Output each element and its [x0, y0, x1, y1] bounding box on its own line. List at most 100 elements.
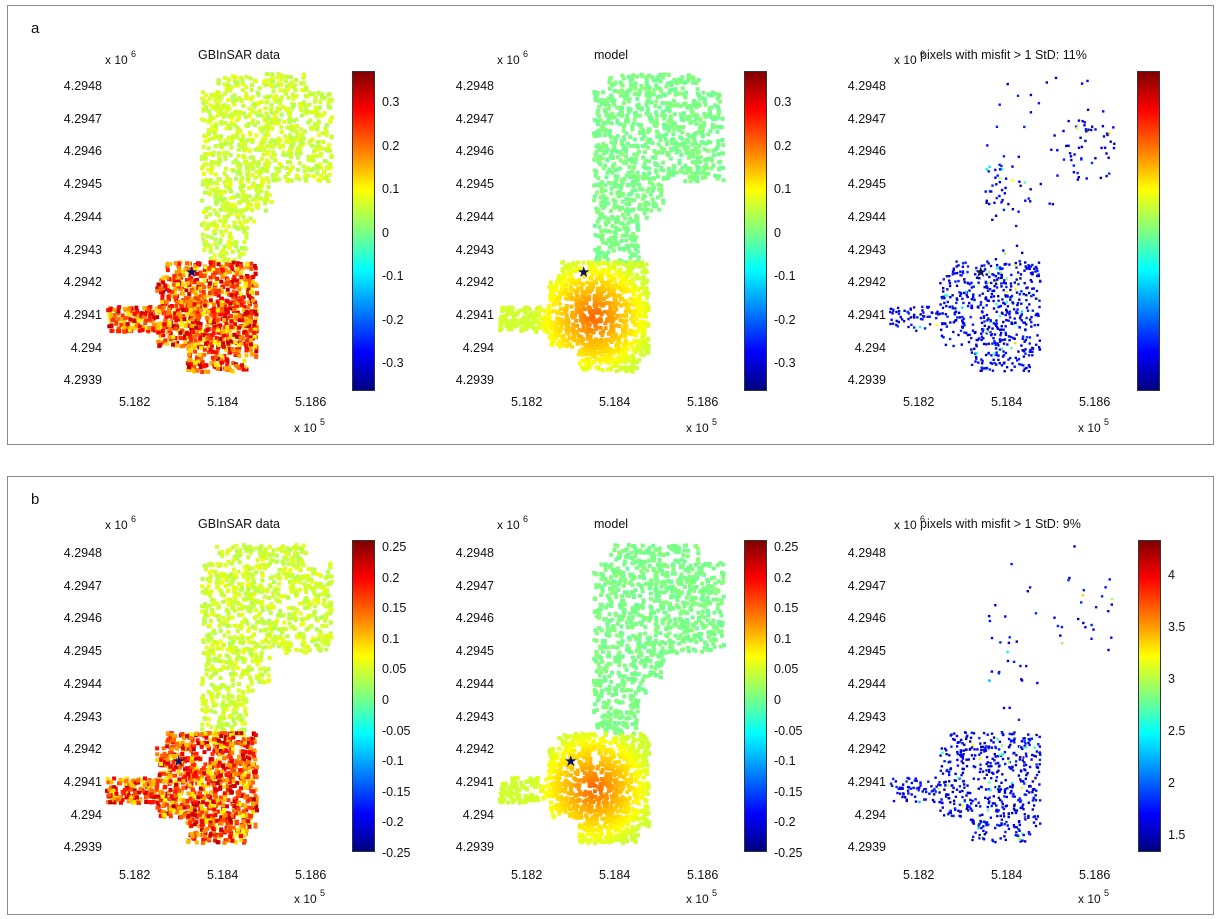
y-tick-label: 4.2948 [455, 79, 494, 93]
map-point [267, 193, 272, 197]
map-point [575, 341, 580, 346]
map-point [1056, 149, 1059, 152]
map-point [292, 83, 297, 88]
map-point [642, 211, 647, 216]
map-point [620, 83, 625, 88]
map-point [279, 73, 284, 78]
map-point [250, 120, 255, 125]
map-point [633, 253, 637, 257]
map-point [612, 168, 617, 173]
map-point [609, 98, 614, 103]
map-point [990, 362, 994, 365]
map-point [599, 275, 604, 279]
map-point [514, 318, 519, 323]
map-point [634, 316, 639, 321]
map-point [215, 308, 220, 313]
map-point [1067, 144, 1070, 147]
map-point [593, 173, 598, 178]
map-point [627, 249, 632, 254]
map-point [994, 347, 998, 350]
map-point [564, 327, 569, 332]
map-point [945, 325, 949, 328]
map-point [983, 264, 986, 267]
map-point [1004, 186, 1007, 190]
map-point [685, 166, 690, 171]
map-point [229, 280, 234, 285]
map-point [179, 287, 184, 292]
map-point [203, 270, 208, 275]
map-point [921, 305, 924, 308]
map-point [213, 192, 218, 197]
map-point [204, 315, 209, 320]
map-point [633, 82, 638, 87]
map-point [659, 165, 664, 170]
map-point [214, 227, 219, 231]
map-point [674, 170, 679, 175]
map-point [200, 361, 205, 366]
map-point [618, 158, 623, 163]
map-point [667, 166, 671, 171]
map-point [297, 177, 302, 182]
map-point [550, 326, 555, 331]
map-point [653, 104, 658, 108]
map-point [226, 280, 231, 285]
map-point [602, 357, 606, 362]
map-point [1083, 124, 1086, 127]
map-point [695, 101, 700, 106]
map-point [1036, 297, 1039, 300]
map-point [142, 306, 147, 310]
map-point [1009, 296, 1012, 299]
map-point [209, 181, 214, 186]
map-point [994, 280, 998, 283]
map-point [216, 293, 221, 298]
y-tick-label: 4.2942 [847, 275, 886, 290]
map-point [631, 363, 636, 368]
map-point [607, 293, 612, 298]
map-point [224, 111, 228, 115]
map-point [310, 137, 315, 142]
map-point [618, 149, 623, 154]
map-point [278, 145, 283, 150]
map-point [205, 324, 210, 329]
map-point [318, 146, 323, 151]
map-point [603, 228, 608, 233]
map-point [968, 283, 972, 286]
map-point [576, 333, 581, 338]
map-point [232, 78, 237, 83]
map-point [719, 125, 724, 130]
map-point [317, 112, 321, 117]
map-point [212, 92, 216, 97]
map-point [202, 210, 206, 215]
map-point [612, 102, 617, 107]
map-point [200, 198, 205, 203]
map-point [499, 315, 504, 319]
map-point [650, 155, 655, 160]
map-point [248, 302, 252, 307]
map-point [235, 334, 240, 339]
map-point [188, 310, 193, 315]
map-point [295, 155, 300, 160]
map-point [1003, 370, 1006, 373]
map-point [160, 297, 165, 302]
map-point [241, 189, 246, 194]
map-point [266, 151, 270, 156]
map-point [662, 126, 667, 131]
map-point [1011, 208, 1015, 211]
map-point [990, 293, 994, 296]
map-point [320, 92, 324, 97]
map-point [244, 321, 249, 326]
map-point [896, 306, 900, 310]
map-point [630, 160, 635, 165]
map-point [696, 130, 701, 135]
map-point [907, 312, 911, 315]
map-point [580, 358, 585, 363]
map-point [584, 296, 589, 301]
map-point [650, 188, 655, 193]
map-point [254, 197, 259, 202]
map-point [306, 120, 311, 125]
map-point [554, 284, 559, 289]
map-point [179, 280, 184, 285]
map-point [630, 124, 635, 129]
map-point [646, 202, 651, 207]
map-point [1100, 146, 1103, 150]
